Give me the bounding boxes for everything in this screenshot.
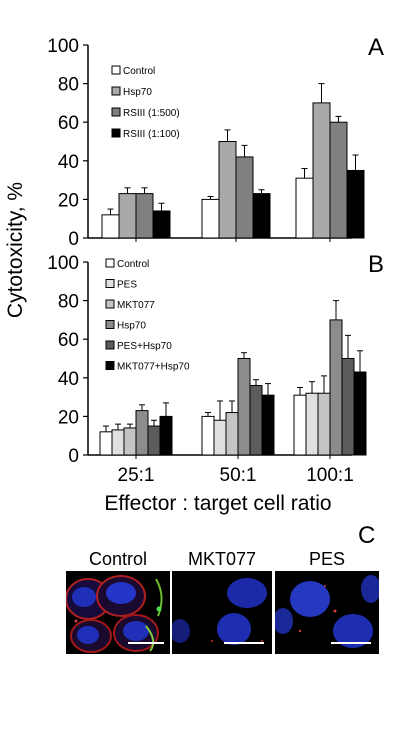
legend-swatch: [105, 340, 115, 350]
bar: [341, 358, 355, 456]
y-tick-label: 100: [47, 36, 79, 57]
legend-swatch: [111, 65, 121, 75]
cell-image-icon: [66, 575, 163, 653]
legend-label: Control: [123, 66, 155, 77]
legend-label: RSIII (1:100): [123, 129, 180, 140]
bar: [249, 385, 263, 456]
bar: [101, 214, 120, 239]
x-tick-label: 25:1: [118, 465, 155, 486]
bar: [329, 319, 343, 456]
bar: [353, 371, 367, 456]
bar: [237, 358, 251, 456]
bar: [329, 121, 348, 239]
legend-swatch: [111, 86, 121, 96]
legend-swatch: [105, 299, 115, 309]
bar: [201, 415, 215, 456]
panel-c-title-pes: PES: [308, 549, 346, 569]
panel-label: A: [368, 34, 384, 61]
bar: [147, 425, 161, 456]
bar: [225, 412, 239, 456]
bar: [312, 102, 331, 239]
y-axis-label: Cytotoxicity, %: [4, 182, 27, 318]
bar: [201, 198, 220, 239]
bar: [218, 141, 237, 239]
x-axis-label: Effector : target cell ratio: [104, 492, 331, 515]
legend-label: RSIII (1:500): [123, 108, 180, 119]
bar: [123, 427, 137, 456]
scale-bar: [128, 642, 164, 644]
bar: [295, 177, 314, 239]
microscopy-image-pes: [275, 571, 379, 654]
bar: [159, 415, 173, 456]
panel-label: B: [368, 251, 384, 278]
y-tick-label: 80: [58, 292, 79, 313]
legend-swatch: [105, 279, 115, 288]
bar: [305, 392, 319, 456]
y-tick-label: 60: [58, 113, 79, 134]
y-tick-label: 80: [58, 75, 79, 96]
bar: [235, 156, 254, 239]
bar: [118, 193, 137, 239]
bar: [213, 419, 227, 456]
y-tick-label: 40: [58, 152, 79, 173]
y-tick-label: 0: [68, 446, 79, 467]
bar: [135, 410, 149, 456]
chart-a: 0 20 40 60 80 100 Control Hsp70 RSIII (1:500) RSI…: [47, 34, 384, 250]
y-tick-label: 0: [68, 229, 79, 250]
chart-b: 0 20 40 60 80 100 25:1 50:1 100:1 Control PES MKT07…: [47, 251, 384, 486]
bar: [99, 431, 113, 456]
x-tick-label: 50:1: [220, 465, 257, 486]
x-tick-label: 100:1: [306, 465, 354, 486]
y-tick-label: 60: [58, 330, 79, 351]
microscopy-image-control: [66, 571, 170, 654]
y-tick-label: 20: [58, 190, 79, 211]
scale-bar: [331, 642, 371, 644]
bar: [346, 169, 365, 239]
legend-label: PES+Hsp70: [117, 341, 172, 352]
bar: [261, 394, 275, 456]
bar: [152, 210, 171, 239]
legend-label: MKT077+Hsp70: [117, 362, 190, 373]
y-tick-label: 100: [47, 253, 79, 274]
panel-c-title-mkt077: MKT077: [187, 549, 257, 569]
y-tick-label: 20: [58, 407, 79, 428]
legend-swatch: [111, 128, 121, 138]
legend-label: Hsp70: [123, 87, 152, 98]
legend-label: Hsp70: [117, 321, 146, 332]
cell-image-icon: [172, 578, 267, 645]
legend-swatch: [105, 320, 115, 329]
bar: [293, 394, 307, 456]
bar: [317, 392, 331, 456]
legend-swatch: [111, 107, 121, 117]
cell-image-icon: [275, 575, 379, 648]
bar: [135, 193, 154, 239]
legend-label: MKT077: [117, 300, 155, 311]
legend-swatch: [105, 361, 115, 370]
panel-c-label: C: [358, 522, 376, 549]
bar: [252, 193, 271, 239]
legend-label: Control: [117, 259, 149, 270]
bar: [111, 429, 125, 456]
legend-swatch: [105, 258, 115, 268]
scale-bar: [224, 642, 264, 644]
panel-c-title-control: Control: [88, 549, 148, 569]
microscopy-image-mkt077: [172, 571, 272, 654]
legend-label: PES: [117, 280, 137, 291]
y-tick-label: 40: [58, 369, 79, 390]
